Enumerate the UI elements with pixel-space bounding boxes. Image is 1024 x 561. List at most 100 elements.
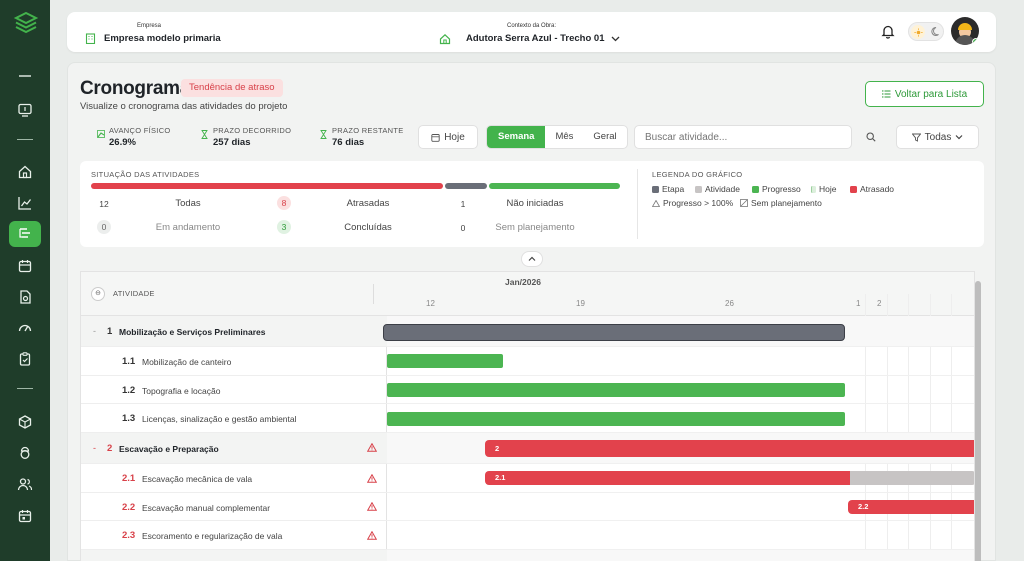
progress-icon <box>97 130 105 138</box>
day-tick: 26 <box>725 299 734 308</box>
calendar-icon[interactable] <box>9 253 41 279</box>
legend-item-progress: Progresso <box>752 184 801 194</box>
no-planning-icon <box>740 199 748 207</box>
gantt-bar-2-1[interactable]: 2.1 <box>485 471 850 485</box>
home-outline-icon <box>439 33 451 45</box>
day-tick: 12 <box>426 299 435 308</box>
clipboard-icon[interactable] <box>9 346 41 372</box>
stat-value: 26.9% <box>109 137 136 148</box>
month-label: Jan/2026 <box>505 277 541 287</box>
count-all: 12 <box>99 199 109 209</box>
activity-search-input[interactable] <box>634 125 852 149</box>
activity-row[interactable]: 1.3 Licenças, sinalização e gestão ambie… <box>81 404 387 433</box>
activity-row[interactable]: - 2 Escavação e Preparação <box>81 433 387 464</box>
filter-completed-link[interactable]: Concluídas <box>344 222 392 233</box>
company-selector[interactable]: Empresa modelo primaria <box>104 33 221 44</box>
today-button[interactable]: Hoje <box>418 125 478 149</box>
legend-item-stage: Etapa <box>652 184 684 194</box>
chevron-up-icon <box>528 256 536 261</box>
filter-all-link[interactable]: Todas <box>175 198 201 209</box>
chevron-down-icon[interactable] <box>611 35 620 43</box>
bell-icon[interactable] <box>881 24 895 39</box>
collapse-panel-button[interactable] <box>521 251 543 267</box>
stat-value: 76 dias <box>332 137 365 148</box>
gantt-timeline: Jan/2026 12 19 26 1 2 <box>383 272 974 561</box>
collapse-row-icon[interactable]: - <box>93 443 96 453</box>
event-calendar-icon[interactable] <box>9 503 41 529</box>
stat-remaining-time: PRAZO RESTANTE 76 dias <box>320 126 404 148</box>
back-to-list-button[interactable]: Voltar para Lista <box>865 81 984 107</box>
context-label: Contexto da Obra: <box>507 23 557 29</box>
filter-no-planning-link[interactable]: Sem planejamento <box>495 222 575 233</box>
filter-in-progress-link[interactable]: Em andamento <box>155 222 221 233</box>
activity-row[interactable]: 2.2 Escavação manual complementar <box>81 493 387 521</box>
activity-row[interactable]: - 1 Mobilização e Serviços Preliminares <box>81 316 387 347</box>
filter-label: Todas <box>924 131 952 143</box>
legend-note-over-progress: Progresso > 100% <box>652 198 733 208</box>
count-not-started: 1 <box>460 199 466 209</box>
status-bar-segment <box>445 183 488 189</box>
worker-icon[interactable] <box>9 440 41 466</box>
chart-icon[interactable] <box>9 190 41 216</box>
building-icon <box>85 33 96 44</box>
count-in-progress: 0 <box>97 220 111 234</box>
warning-icon <box>367 474 377 483</box>
expand-all-icon[interactable]: ⊖ <box>91 287 105 301</box>
status-bar-segment <box>489 183 620 189</box>
moon-icon <box>931 26 939 36</box>
gantt-bar-stage-2[interactable]: 2 <box>485 440 974 457</box>
gantt-bar-1-3[interactable] <box>387 412 845 426</box>
gantt-bar-stage-1[interactable] <box>383 324 845 341</box>
activity-row[interactable]: 2.3 Escoramento e regularização de vala <box>81 521 387 550</box>
count-no-planning: 0 <box>460 223 466 233</box>
activity-row[interactable]: 1.2 Topografia e locação <box>81 376 387 404</box>
activity-row[interactable]: 2.1 Escavação mecânica de vala <box>81 464 387 493</box>
legend-item-late: Atrasado <box>850 184 894 194</box>
stat-elapsed-time: PRAZO DECORRIDO 257 dias <box>201 126 292 148</box>
warning-icon <box>367 531 377 540</box>
gantt-bar-2-2[interactable]: 2.2 <box>848 500 974 514</box>
day-tick: 19 <box>576 299 585 308</box>
hourglass-icon <box>320 130 327 139</box>
gantt-bar-1-1[interactable] <box>387 354 503 368</box>
activity-row[interactable]: 1.1 Mobilização de canteiro <box>81 347 387 376</box>
chevron-down-icon <box>955 135 963 140</box>
legend-item-today: Hoje <box>811 184 836 194</box>
users-icon[interactable] <box>9 471 41 497</box>
gantt-bar-1-2[interactable] <box>387 383 845 397</box>
warning-icon <box>367 443 377 452</box>
view-month-tab[interactable]: Mês <box>555 131 574 142</box>
activity-row[interactable] <box>81 550 387 561</box>
gantt-scrollbar[interactable] <box>975 281 981 561</box>
activity-column-label: ATIVIDADE <box>113 289 155 298</box>
count-completed: 3 <box>277 220 291 234</box>
activity-list: ⊖ ATIVIDADE - 1 Mobilização e Serviços P… <box>81 272 387 561</box>
collapse-row-icon[interactable]: - <box>93 326 96 336</box>
stat-physical-progress: AVANÇO FÍSICO 26.9% <box>97 126 171 148</box>
search-icon[interactable] <box>866 132 876 142</box>
home-icon[interactable] <box>9 159 41 185</box>
timeline-header: Jan/2026 12 19 26 1 2 <box>387 272 974 316</box>
filter-dropdown[interactable]: Todas <box>896 125 979 149</box>
legend-item-activity: Atividade <box>695 184 740 194</box>
gauge-icon[interactable] <box>9 315 41 341</box>
app-logo-icon[interactable] <box>13 10 39 36</box>
theme-toggle[interactable] <box>908 22 944 41</box>
menu-toggle-icon[interactable] <box>9 63 41 89</box>
view-week-tab[interactable]: Semana <box>487 126 546 148</box>
stat-label: AVANÇO FÍSICO <box>109 126 171 135</box>
filter-late-link[interactable]: Atrasadas <box>346 198 390 209</box>
finance-icon[interactable] <box>9 97 41 123</box>
filter-not-started-link[interactable]: Não iniciadas <box>506 198 564 209</box>
user-avatar[interactable] <box>951 17 979 45</box>
view-overall-tab[interactable]: Geral <box>593 131 617 142</box>
warning-icon <box>367 502 377 511</box>
stat-value: 257 dias <box>213 137 251 148</box>
schedule-icon[interactable] <box>9 221 41 247</box>
stat-label: PRAZO DECORRIDO <box>213 126 292 135</box>
project-selector[interactable]: Adutora Serra Azul - Trecho 01 <box>466 33 605 44</box>
count-late: 8 <box>277 196 291 210</box>
box-icon[interactable] <box>9 409 41 435</box>
gantt-bar-2-1-remaining[interactable] <box>842 471 974 485</box>
document-icon[interactable] <box>9 284 41 310</box>
